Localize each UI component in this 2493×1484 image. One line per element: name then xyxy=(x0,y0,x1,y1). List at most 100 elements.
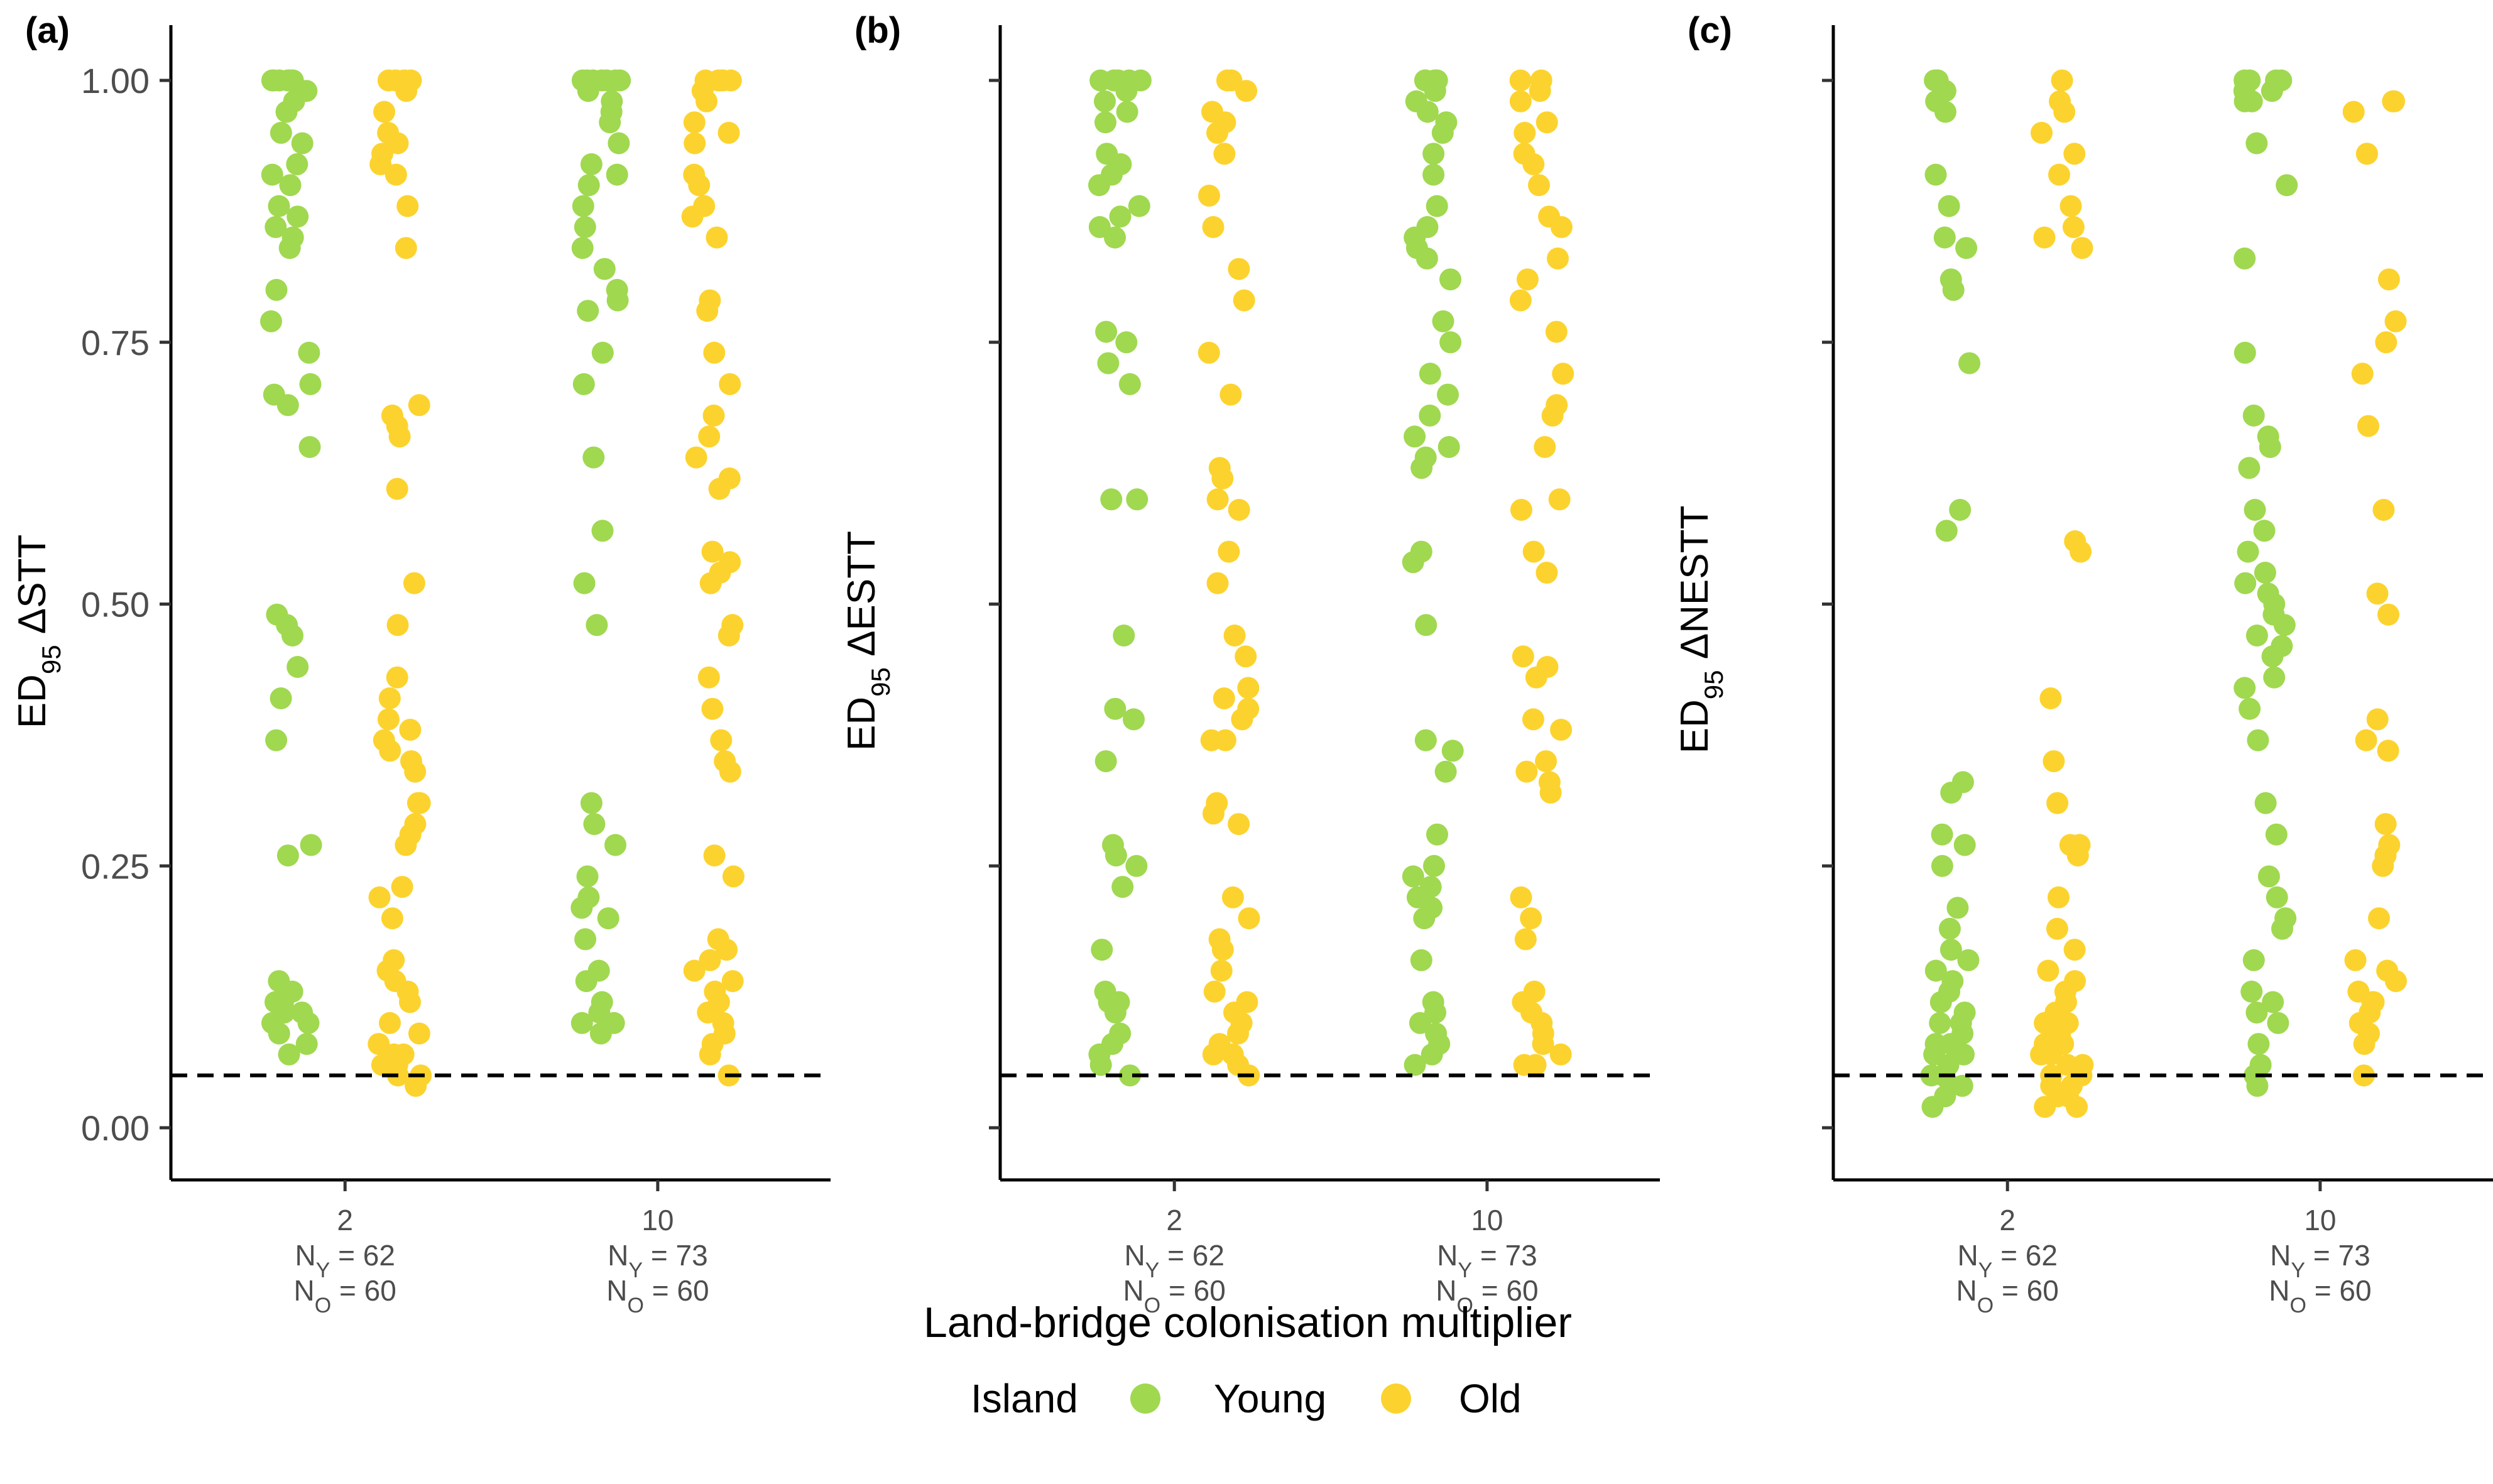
point-old xyxy=(1203,980,1226,1003)
panel-a: (a) 0.00 0.25 0.50 0.75 1.00 ED95 ΔSTT 2NY = 62… xyxy=(11,10,831,1318)
point-old xyxy=(1512,645,1534,668)
point-young xyxy=(268,1022,290,1045)
point-young xyxy=(1094,750,1117,773)
point-young xyxy=(582,446,605,469)
legend-label-young: Young xyxy=(1214,1376,1326,1421)
point-old xyxy=(378,687,401,709)
point-young xyxy=(2238,457,2261,479)
x-tick-label: 2 xyxy=(337,1204,353,1236)
point-old xyxy=(1525,666,1547,689)
point-young xyxy=(2242,949,2265,971)
point-old xyxy=(701,697,724,720)
point-young xyxy=(297,1012,320,1034)
point-young xyxy=(570,1012,593,1034)
point-old xyxy=(2375,331,2398,354)
point-young xyxy=(275,101,298,123)
point-young xyxy=(1934,101,1956,123)
point-young xyxy=(2240,90,2263,112)
point-young xyxy=(609,69,631,92)
point-young xyxy=(1439,268,1461,291)
point-young xyxy=(593,258,616,280)
point-old xyxy=(2066,844,2089,867)
point-young xyxy=(1095,320,1118,343)
point-old xyxy=(2070,540,2092,563)
point-young xyxy=(1119,1064,1141,1087)
point-young xyxy=(299,373,322,395)
point-young xyxy=(1413,907,1436,930)
x-tick-label: 2 xyxy=(1999,1204,2016,1236)
point-old xyxy=(386,614,409,636)
x-count-label: NY = 62 xyxy=(295,1239,395,1282)
point-old xyxy=(1200,729,1223,751)
point-young xyxy=(2244,499,2266,521)
point-old xyxy=(396,195,419,217)
point-old xyxy=(399,991,421,1013)
point-young xyxy=(1955,237,1978,259)
point-old xyxy=(2383,90,2406,112)
point-old xyxy=(2034,1096,2056,1118)
point-old xyxy=(1221,886,1244,908)
y-axis-title: ED95 ΔNESTT xyxy=(1673,506,1728,754)
point-young xyxy=(1931,854,1953,877)
point-old xyxy=(1514,928,1537,951)
point-old xyxy=(706,226,728,249)
point-young xyxy=(1115,331,1138,354)
point-young xyxy=(1100,488,1123,511)
point-young xyxy=(2245,132,2268,155)
point-old xyxy=(1509,289,1532,312)
point-young xyxy=(2265,823,2288,846)
point-young xyxy=(2263,666,2286,689)
point-old xyxy=(1550,216,1573,238)
point-young xyxy=(1423,854,1445,877)
point-old xyxy=(2342,101,2365,123)
point-old xyxy=(386,477,408,500)
point-young xyxy=(1431,121,1454,144)
point-young xyxy=(1104,1001,1126,1024)
point-old xyxy=(699,949,721,971)
point-old xyxy=(2053,101,2076,123)
x-count-label: NO = 60 xyxy=(606,1274,709,1318)
point-old xyxy=(2039,687,2062,709)
legend: Island Young Old xyxy=(971,1376,1522,1421)
point-old xyxy=(1211,939,1234,961)
point-young xyxy=(606,289,629,312)
point-young xyxy=(1933,226,1956,249)
point-old xyxy=(1515,760,1538,783)
panel-label: (a) xyxy=(25,10,70,51)
point-old xyxy=(1223,625,1246,647)
point-old xyxy=(717,625,740,647)
point-young xyxy=(2257,865,2280,888)
point-young xyxy=(1116,101,1138,123)
point-old xyxy=(381,907,403,930)
point-young xyxy=(1105,844,1127,867)
point-young xyxy=(265,278,288,301)
point-young xyxy=(1416,247,1438,270)
point-old xyxy=(1237,677,1260,699)
point-young xyxy=(591,520,614,542)
legend-label-old: Old xyxy=(1459,1376,1522,1421)
point-young xyxy=(1422,143,1445,165)
point-old xyxy=(1233,289,1255,312)
point-old xyxy=(708,477,731,500)
point-young xyxy=(1957,949,1980,971)
point-old xyxy=(2066,1096,2088,1118)
point-young xyxy=(1104,697,1126,720)
point-old xyxy=(1539,782,1562,804)
point-young xyxy=(1938,195,1960,217)
x-axis-title: Land-bridge colonisation multiplier xyxy=(924,1299,1572,1346)
point-young xyxy=(2271,917,2293,940)
point-young xyxy=(278,1043,300,1066)
point-old xyxy=(1231,708,1253,731)
point-young xyxy=(1921,1096,1944,1118)
point-old xyxy=(386,132,409,155)
point-old xyxy=(2366,582,2389,605)
point-old xyxy=(1529,80,1551,102)
point-young xyxy=(1439,331,1462,354)
point-young xyxy=(261,69,283,92)
point-young xyxy=(2237,540,2259,563)
point-old xyxy=(1206,572,1229,594)
point-old xyxy=(391,876,413,898)
point-young xyxy=(2234,341,2256,364)
